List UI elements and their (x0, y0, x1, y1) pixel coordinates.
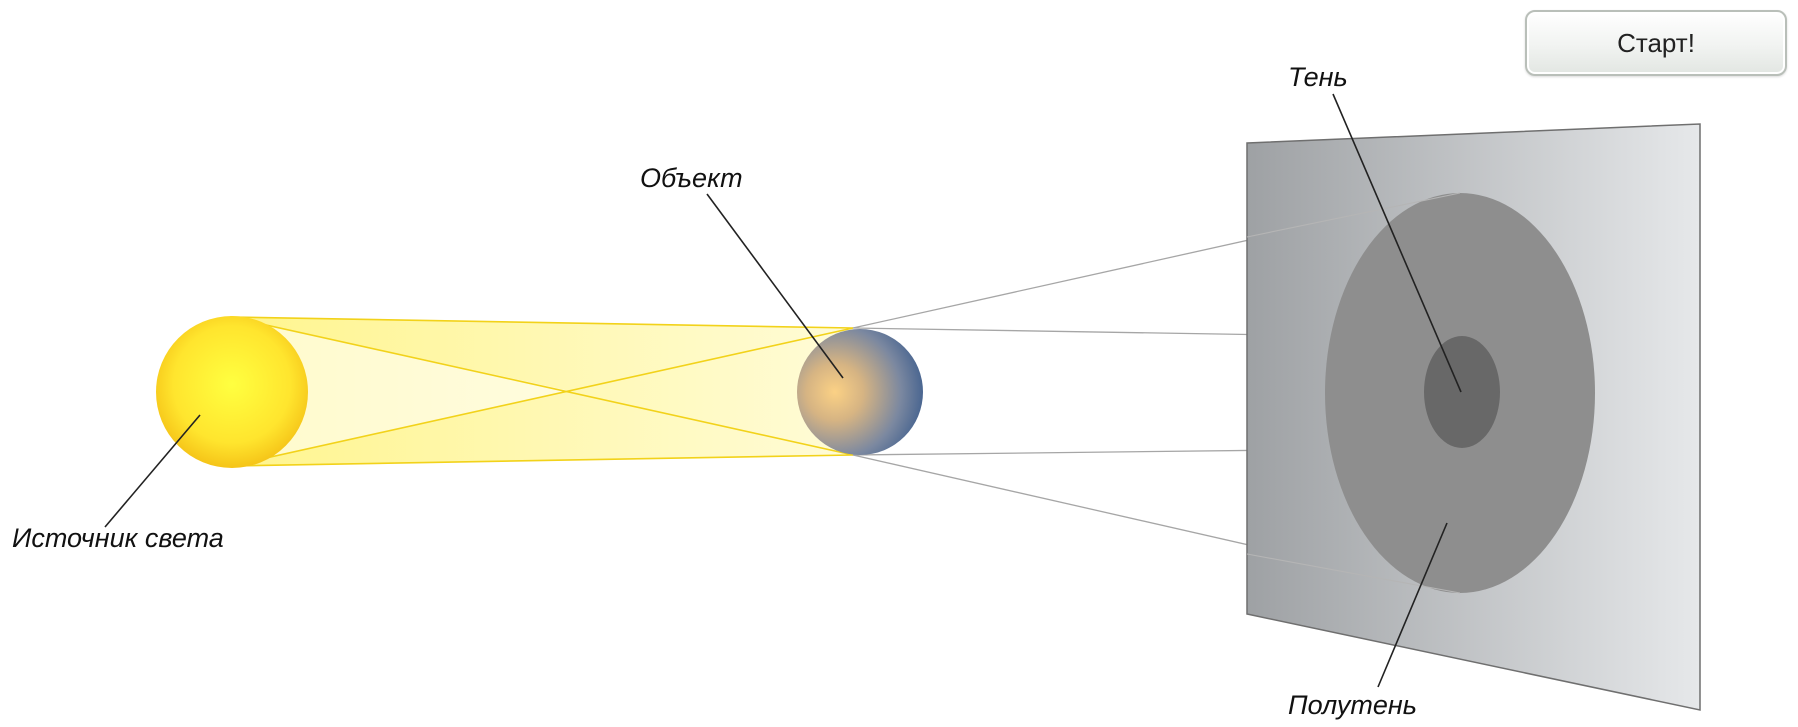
pointer-penumbra (1377, 522, 1448, 688)
label-shadow: Тень (1288, 62, 1348, 92)
projection-line-overlay-1 (1246, 192, 1461, 238)
light-beam-cross (230, 317, 570, 466)
umbra-ellipse (1424, 336, 1500, 448)
beam-cross-1 (229, 316, 854, 456)
pointer-light-source (104, 414, 201, 528)
start-button[interactable]: Старт! (1525, 10, 1787, 76)
object-sphere (797, 329, 923, 455)
pointer-object (706, 193, 844, 379)
label-light-source: Источник света (12, 523, 224, 553)
light-source (156, 316, 308, 468)
projection-line-overlay-4 (1246, 553, 1461, 594)
beam-edge-top (229, 316, 854, 329)
beam-cross-2 (229, 327, 854, 467)
beam-edge-bottom (229, 454, 854, 467)
pointer-shadow (1332, 93, 1462, 393)
label-penumbra: Полутень (1288, 690, 1417, 720)
label-object: Объект (640, 163, 743, 193)
